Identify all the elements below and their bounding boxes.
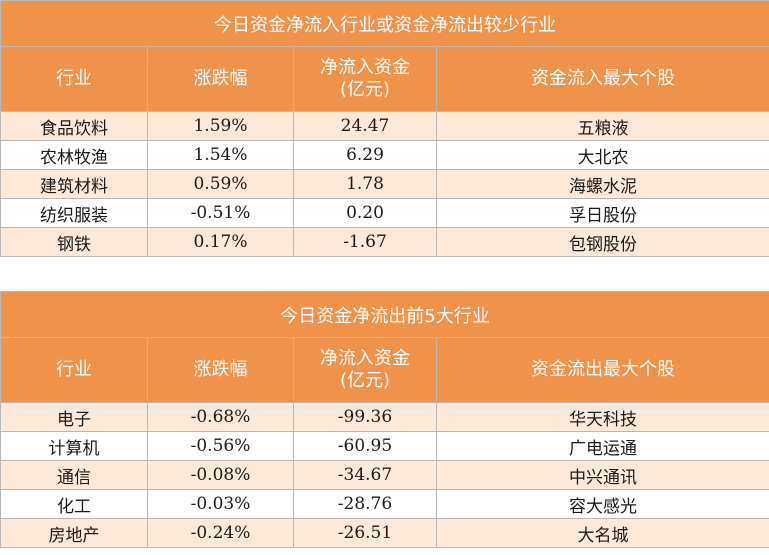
- cell-net-flow: -26.51: [293, 518, 437, 548]
- cell-net-flow: -60.95: [293, 431, 437, 461]
- header-net-flow-unit: (亿元): [339, 370, 391, 391]
- cell-top-stock: 包钢股份: [436, 227, 769, 257]
- cell-industry: 电子: [0, 402, 148, 432]
- table-row: 通信 -0.08% -34.67 中兴通讯: [0, 460, 769, 490]
- cell-change: 0.17%: [147, 227, 294, 257]
- cell-top-stock: 容大感光: [435, 489, 769, 519]
- cell-top-stock: 大北农: [436, 140, 769, 170]
- table-row: 房地产 -0.24% -26.51 大名城: [0, 518, 769, 548]
- table-row: 化工 -0.03% -28.76 容大感光: [0, 489, 769, 519]
- cell-net-flow: -34.67: [293, 460, 437, 490]
- cell-industry: 食品饮料: [0, 111, 148, 141]
- header-net-flow-label: 净流入资金: [320, 348, 410, 369]
- cell-industry: 化工: [0, 489, 148, 519]
- cell-top-stock: 大名城: [435, 518, 769, 548]
- cell-top-stock: 孚日股份: [436, 198, 769, 228]
- cell-change: -0.08%: [147, 460, 294, 490]
- table-row: 电子 -0.68% -99.36 华天科技: [0, 402, 769, 432]
- cell-net-flow: -99.36: [293, 402, 437, 432]
- cell-net-flow: -28.76: [293, 489, 437, 519]
- cell-change: -0.03%: [147, 489, 294, 519]
- cell-net-flow: 6.29: [293, 140, 437, 170]
- header-net-flow: 净流入资金 (亿元): [293, 46, 437, 112]
- cell-top-stock: 广电运通: [435, 431, 769, 461]
- outflow-table: 今日资金净流出前5大行业 行业 涨跌幅 净流入资金 (亿元) 资金流出最大个股 电…: [0, 291, 769, 548]
- cell-net-flow: 24.47: [293, 111, 437, 141]
- cell-net-flow: 0.20: [293, 198, 437, 228]
- table-row: 农林牧渔 1.54% 6.29 大北农: [0, 140, 769, 170]
- table-gap: [0, 272, 769, 291]
- table-row: 食品饮料 1.59% 24.47 五粮液: [0, 111, 769, 141]
- table-row: 计算机 -0.56% -60.95 广电运通: [0, 431, 769, 461]
- cell-industry: 钢铁: [0, 227, 148, 257]
- header-industry: 行业: [0, 337, 148, 403]
- header-change: 涨跌幅: [147, 46, 294, 112]
- cell-industry: 计算机: [0, 431, 148, 461]
- inflow-table-title: 今日资金净流入行业或资金净流出较少行业: [0, 0, 769, 47]
- cell-change: -0.24%: [147, 518, 294, 548]
- table-row: 钢铁 0.17% -1.67 包钢股份: [0, 227, 769, 257]
- header-top-stock: 资金流入最大个股: [436, 46, 769, 112]
- cell-industry: 通信: [0, 460, 148, 490]
- header-industry: 行业: [0, 46, 148, 112]
- cell-top-stock: 中兴通讯: [435, 460, 769, 490]
- cell-change: -0.51%: [147, 198, 294, 228]
- outflow-table-title: 今日资金净流出前5大行业: [0, 291, 769, 338]
- cell-top-stock: 海螺水泥: [436, 169, 769, 199]
- header-change: 涨跌幅: [147, 337, 294, 403]
- inflow-table: 今日资金净流入行业或资金净流出较少行业 行业 涨跌幅 净流入资金 (亿元) 资金流…: [0, 0, 769, 257]
- header-net-flow: 净流入资金 (亿元): [293, 337, 437, 403]
- cell-industry: 建筑材料: [0, 169, 148, 199]
- header-top-stock: 资金流出最大个股: [435, 337, 769, 403]
- header-net-flow-unit: (亿元): [339, 79, 391, 100]
- cell-change: 0.59%: [147, 169, 294, 199]
- cell-industry: 纺织服装: [0, 198, 148, 228]
- header-net-flow-label: 净流入资金: [320, 57, 410, 78]
- cell-change: -0.68%: [147, 402, 294, 432]
- cell-net-flow: 1.78: [293, 169, 437, 199]
- cell-top-stock: 华天科技: [435, 402, 769, 432]
- cell-industry: 农林牧渔: [0, 140, 148, 170]
- cell-top-stock: 五粮液: [436, 111, 769, 141]
- table-row: 建筑材料 0.59% 1.78 海螺水泥: [0, 169, 769, 199]
- cell-net-flow: -1.67: [293, 227, 437, 257]
- cell-change: 1.59%: [147, 111, 294, 141]
- cell-change: 1.54%: [147, 140, 294, 170]
- cell-change: -0.56%: [147, 431, 294, 461]
- table-row: 纺织服装 -0.51% 0.20 孚日股份: [0, 198, 769, 228]
- cell-industry: 房地产: [0, 518, 148, 548]
